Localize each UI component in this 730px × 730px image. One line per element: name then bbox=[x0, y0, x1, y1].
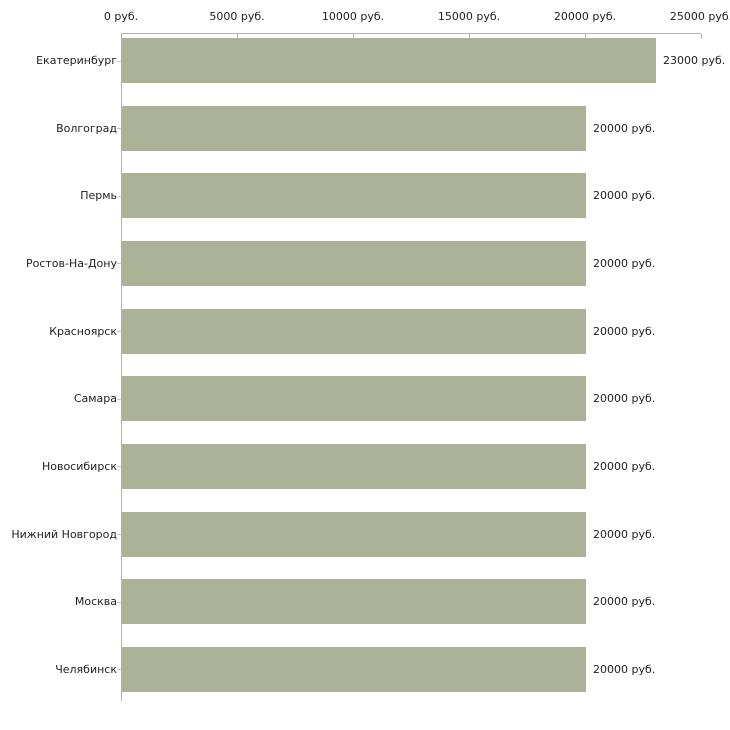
category-tick bbox=[117, 669, 121, 670]
value-label: 20000 руб. bbox=[593, 325, 656, 338]
category-tick bbox=[117, 602, 121, 603]
value-label: 20000 руб. bbox=[593, 257, 656, 270]
value-label: 20000 руб. bbox=[593, 595, 656, 608]
x-axis-tick bbox=[701, 34, 702, 39]
bar bbox=[122, 241, 586, 286]
x-tick-label: 15000 руб. bbox=[437, 10, 501, 23]
value-label: 20000 руб. bbox=[593, 460, 656, 473]
category-label: Москва bbox=[74, 595, 117, 608]
x-tick-label: 10000 руб. bbox=[321, 10, 385, 23]
category-label: Нижний Новгород bbox=[11, 528, 117, 541]
value-label: 20000 руб. bbox=[593, 189, 656, 202]
value-label: 20000 руб. bbox=[593, 663, 656, 676]
bar bbox=[122, 647, 586, 692]
x-axis-tick bbox=[237, 34, 238, 39]
category-label: Ростов-На-Дону bbox=[25, 257, 117, 270]
category-tick bbox=[117, 263, 121, 264]
bar bbox=[122, 106, 586, 151]
bar bbox=[122, 376, 586, 421]
bar bbox=[122, 173, 586, 218]
category-tick bbox=[117, 399, 121, 400]
bar bbox=[122, 309, 586, 354]
value-label: 20000 руб. bbox=[593, 392, 656, 405]
value-label: 20000 руб. bbox=[593, 122, 656, 135]
category-label: Новосибирск bbox=[41, 460, 117, 473]
category-tick bbox=[117, 128, 121, 129]
x-tick-label: 20000 руб. bbox=[553, 10, 617, 23]
x-axis-line bbox=[121, 33, 701, 34]
category-label: Красноярск bbox=[49, 325, 117, 338]
category-tick bbox=[117, 61, 121, 62]
x-tick-label: 5000 руб. bbox=[209, 10, 265, 23]
value-label: 23000 руб. bbox=[663, 54, 726, 67]
value-label: 20000 руб. bbox=[593, 528, 656, 541]
category-tick bbox=[117, 331, 121, 332]
x-axis-tick bbox=[469, 34, 470, 39]
bar bbox=[122, 579, 586, 624]
category-tick bbox=[117, 466, 121, 467]
x-tick-label: 0 руб. bbox=[103, 10, 139, 23]
y-axis-line bbox=[121, 33, 122, 701]
category-label: Челябинск bbox=[55, 663, 117, 676]
category-label: Пермь bbox=[80, 189, 117, 202]
category-label: Самара bbox=[73, 392, 117, 405]
category-tick bbox=[117, 196, 121, 197]
category-tick bbox=[117, 534, 121, 535]
category-label: Волгоград bbox=[56, 122, 117, 135]
x-tick-label: 25000 руб. bbox=[669, 10, 730, 23]
bar bbox=[122, 38, 656, 83]
x-axis-tick bbox=[353, 34, 354, 39]
category-label: Екатеринбург bbox=[36, 54, 117, 67]
bar bbox=[122, 512, 586, 557]
x-axis-tick bbox=[585, 34, 586, 39]
bar bbox=[122, 444, 586, 489]
